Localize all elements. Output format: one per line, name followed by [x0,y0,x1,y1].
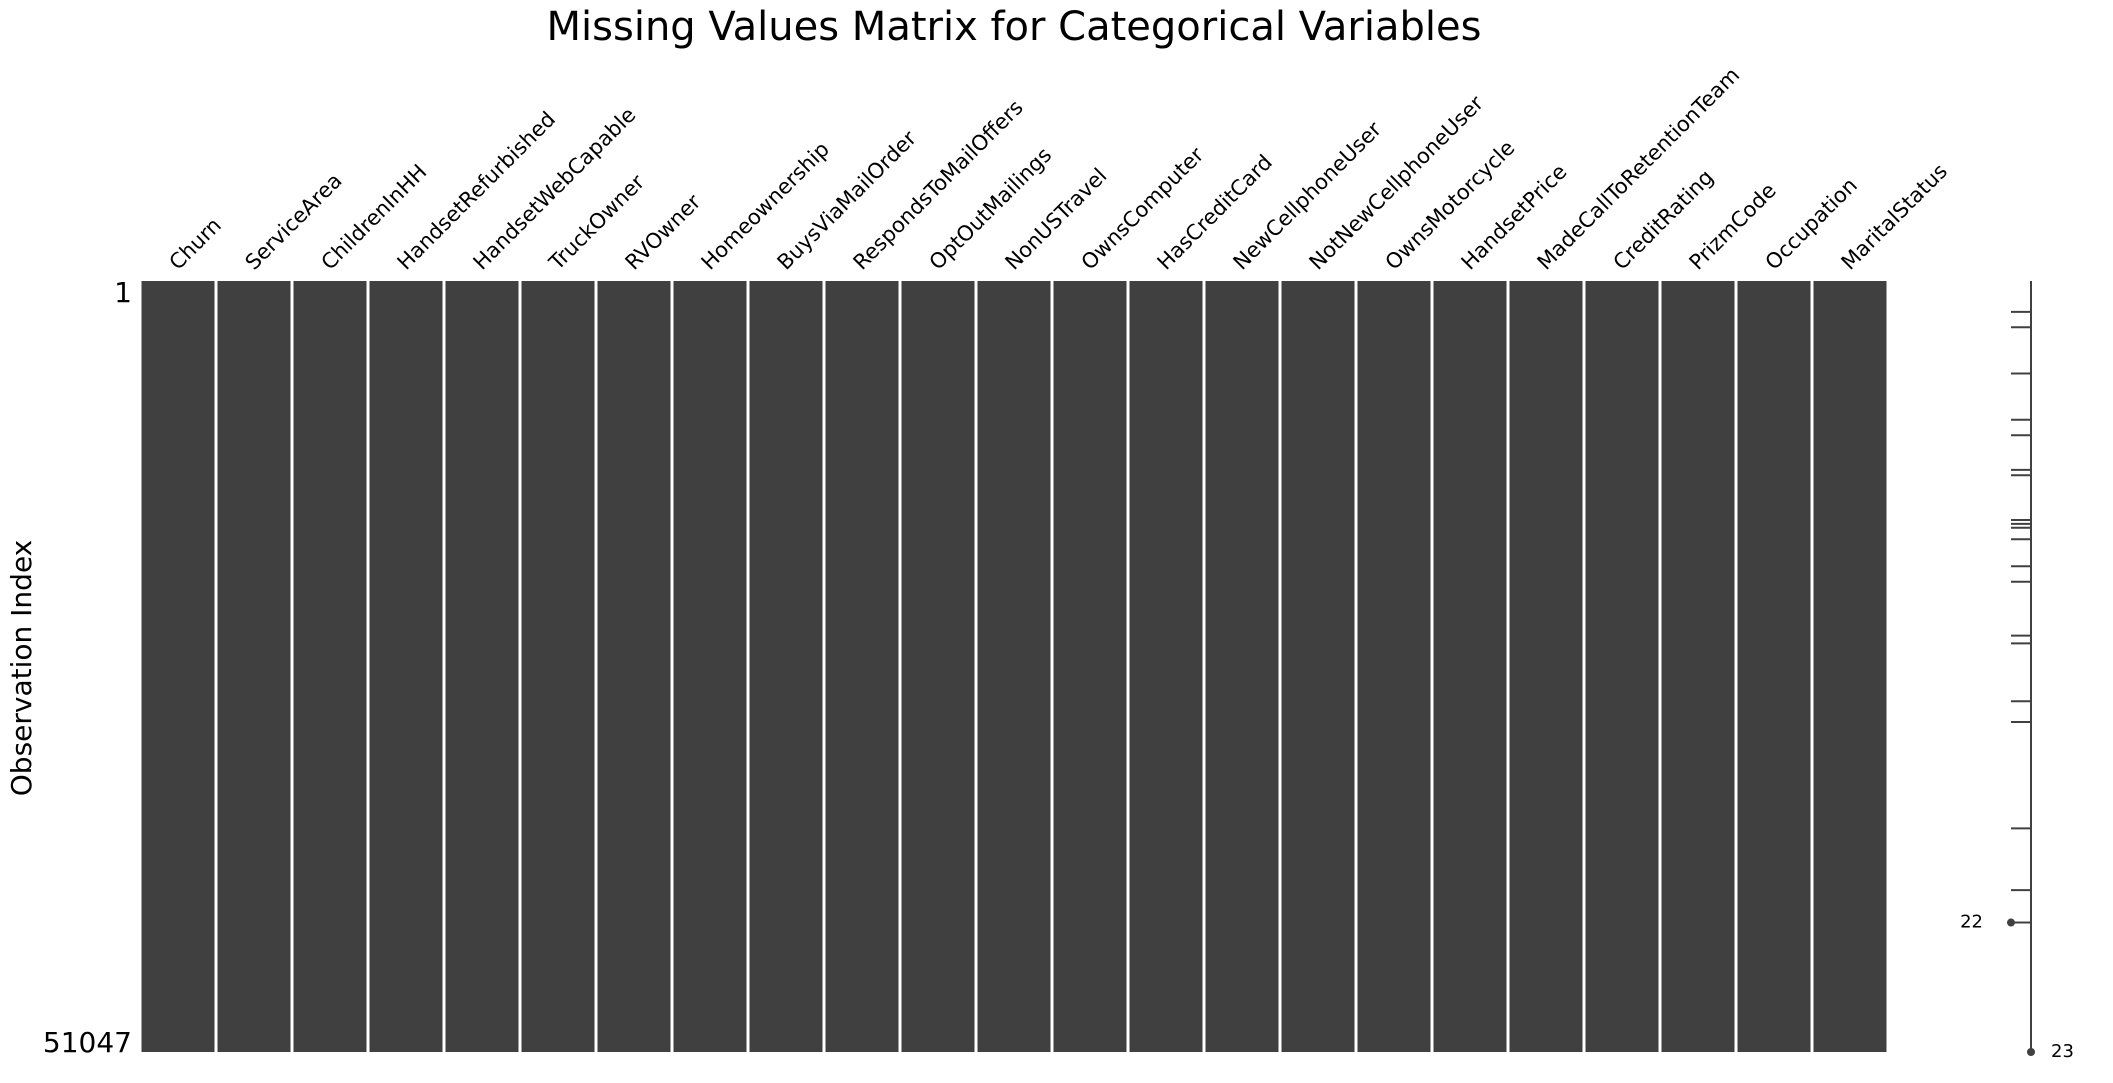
y-tick-label: 1 [114,276,132,309]
column-label: BuysViaMailOrder [773,126,922,275]
sparkline-min-marker [2007,918,2015,927]
matrix-column [901,281,975,1052]
row-completeness-sparkline: 22 23 [1960,281,2074,1062]
matrix-column [673,281,747,1052]
column-label: OwnsMotorcycle [1381,136,1520,275]
y-axis-label: Observation Index [5,540,38,796]
matrix-column [1661,281,1735,1052]
matrix-column [1433,281,1507,1052]
column-label: MaritalStatus [1837,159,1952,274]
matrix-column [1053,281,1127,1052]
column-labels: Churn ServiceAreaChildrenInHHHandsetRefur… [165,63,1952,275]
matrix-column [597,281,671,1052]
matrix-column [1205,281,1279,1052]
matrix-column [749,281,823,1052]
y-tick-label: 51047 [43,1026,132,1059]
column-label: Churn [165,213,226,274]
matrix-column [217,281,291,1052]
matrix-column [825,281,899,1052]
chart-title: Missing Values Matrix for Categorical Va… [547,4,1482,50]
matrix-area [140,281,1888,1052]
matrix-column [521,281,595,1052]
matrix-column [369,281,443,1052]
sparkline-max-marker [2027,1048,2035,1056]
sparkline-min-label: 22 [1960,912,1983,933]
matrix-column [1509,281,1583,1052]
matrix-column [977,281,1051,1052]
y-tick-labels: 1 51047 [43,276,132,1059]
matrix-column [141,281,215,1052]
matrix-column [1129,281,1203,1052]
matrix-column [1813,281,1887,1052]
matrix-column [293,281,367,1052]
matrix-column [1585,281,1659,1052]
matrix-column [1281,281,1355,1052]
matrix-column [1357,281,1431,1052]
matrix-column [445,281,519,1052]
sparkline-max-label: 23 [2051,1041,2074,1062]
column-label: Homeownership [697,137,834,274]
column-label: NewCellphoneUser [1229,117,1387,275]
matrix-column [1737,281,1811,1052]
